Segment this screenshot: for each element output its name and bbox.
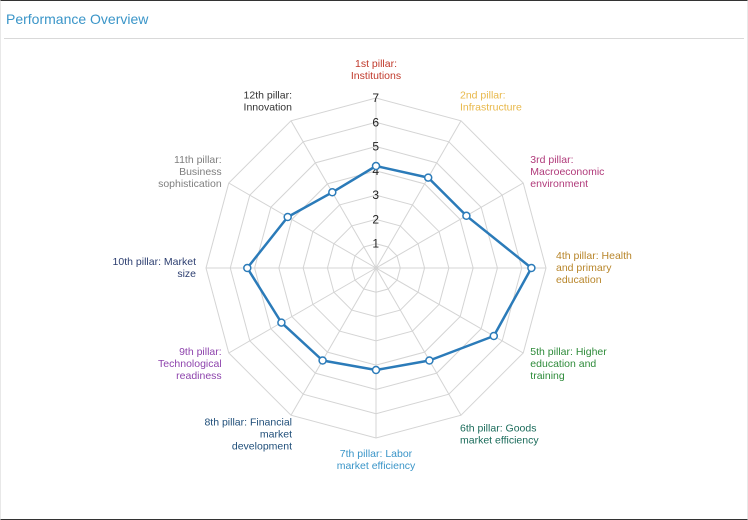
category-label: 2nd pillar: Infrastructure	[460, 90, 522, 114]
data-point	[462, 211, 471, 221]
category-label: 1st pillar: Institutions	[351, 58, 401, 82]
series-layer	[243, 161, 536, 375]
category-label-line: 9th pillar:	[179, 346, 222, 358]
title-divider	[4, 38, 744, 39]
radial-ticks: 1 2 3 4 5 6 7	[372, 91, 379, 251]
category-label: 7th pillar: Labor market efficiency	[337, 448, 416, 472]
axis-tick-label: 1	[372, 237, 379, 251]
category-label-line: 4th pillar: Health	[556, 250, 632, 262]
data-point	[489, 331, 499, 341]
category-label-line: 1st pillar:	[355, 58, 397, 70]
grid-spoke	[228, 267, 377, 354]
grid-spoke	[375, 182, 524, 269]
category-label-line: Technological	[158, 358, 222, 370]
category-label: 12th pillar: Innovation	[244, 90, 293, 114]
category-label: 10th pillar: Market size	[113, 256, 197, 280]
category-labels: 1st pillar: Institutions 2nd pillar: Infras…	[113, 58, 632, 472]
category-label: 9th pillar: Technological readiness	[158, 346, 222, 382]
data-point	[425, 356, 434, 365]
grid-spoke	[290, 267, 377, 416]
category-label-line: education and	[530, 358, 596, 370]
category-label: 5th pillar: Higher education and training	[530, 346, 607, 382]
axis-tick-label: 3	[372, 188, 379, 202]
data-point	[318, 356, 327, 365]
category-label-line: Business	[179, 166, 222, 178]
category-label: 6th pillar: Goods market efficiency	[460, 422, 539, 446]
category-label-line: 8th pillar: Financial	[204, 416, 292, 428]
data-point	[527, 263, 536, 273]
axis-tick-label: 7	[372, 91, 379, 105]
category-label-line: 7th pillar: Labor	[340, 448, 413, 460]
category-label-line: Innovation	[244, 102, 293, 114]
category-label-line: 11th pillar:	[174, 154, 222, 166]
axis-tick-label: 6	[372, 115, 379, 129]
category-label-line: Infrastructure	[460, 102, 522, 114]
data-point	[371, 161, 381, 171]
category-label-line: sophistication	[158, 178, 222, 190]
grid-spoke	[375, 267, 524, 354]
data-point	[328, 188, 337, 197]
grid-spoke	[375, 267, 462, 416]
grid-spoke	[228, 182, 377, 269]
data-point	[371, 365, 381, 375]
category-label-line: market	[260, 428, 292, 440]
category-label-line: Institutions	[351, 70, 401, 82]
category-label-line: size	[177, 268, 196, 280]
data-point	[243, 263, 252, 273]
category-label-line: readiness	[176, 370, 222, 382]
category-label-line: 12th pillar:	[244, 90, 292, 102]
category-label-line: training	[530, 370, 565, 382]
axis-tick-label: 2	[372, 212, 379, 226]
panel-title: Performance Overview	[6, 11, 149, 27]
category-label: 11th pillar: Business sophistication	[158, 154, 222, 190]
category-label-line: 5th pillar: Higher	[530, 346, 607, 358]
data-point	[423, 173, 433, 182]
data-point	[283, 212, 292, 222]
category-label-line: market efficiency	[337, 460, 416, 472]
category-label-line: 3rd pillar:	[530, 154, 573, 166]
category-label: 4th pillar: Health and primary education	[556, 250, 632, 286]
data-point	[277, 318, 286, 327]
category-label-line: 10th pillar: Market	[113, 256, 197, 268]
axis-tick-label: 4	[372, 164, 379, 178]
category-label-line: market efficiency	[460, 434, 539, 446]
category-label-line: environment	[530, 178, 588, 190]
grid-spoke	[375, 120, 462, 269]
category-label-line: 6th pillar: Goods	[460, 422, 536, 434]
category-label-line: education	[556, 274, 602, 286]
category-label-line: development	[232, 440, 292, 452]
category-label: 8th pillar: Financial market development	[204, 416, 292, 452]
category-label-line: and primary	[556, 262, 612, 274]
category-label-line: 2nd pillar:	[460, 90, 506, 102]
category-label: 3rd pillar: Macroeconomic environment	[530, 154, 604, 190]
category-label-line: Macroeconomic	[530, 166, 604, 178]
axis-tick-label: 5	[372, 140, 379, 154]
